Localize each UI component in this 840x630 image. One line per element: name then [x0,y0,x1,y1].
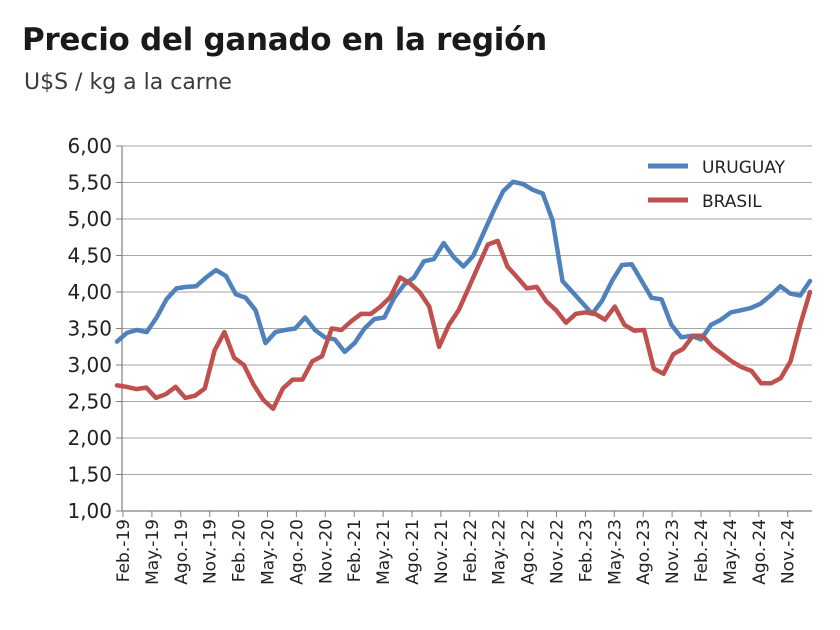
x-tick-label: Feb.-20 [230,519,250,582]
x-tick-label: Nov.-19 [201,519,221,584]
x-tick-label: Nov.-24 [779,519,799,584]
x-tick-label: Feb.-19 [114,519,134,582]
x-tick-label: Ago.-19 [172,519,192,585]
x-tick-label: May.-21 [374,519,394,585]
x-tick-label: Nov.-23 [663,519,683,584]
y-tick-label: 5,00 [67,207,112,231]
chart-subtitle: U$S / kg a la carne [24,70,232,95]
y-tick-label: 1,00 [67,499,112,523]
x-tick-label: Ago.-21 [403,519,423,585]
x-tick-label: Nov.-20 [316,519,336,584]
y-tick-label: 2,00 [67,426,112,450]
x-tick-label: Feb.-23 [576,519,596,582]
x-tick-label: May.-20 [259,519,279,585]
y-tick-label: 2,50 [67,390,112,414]
axes [116,145,812,517]
series-lines [114,179,813,412]
x-tick-label: Nov.-22 [548,519,568,584]
y-tick-label: 3,50 [67,317,112,341]
x-tick-label: Feb.-22 [461,519,481,582]
y-tick-label: 6,00 [67,134,112,158]
legend-label-uruguay: URUGUAY [702,158,786,178]
x-tick-label: Ago.-24 [750,519,770,585]
legend: URUGUAY BRASIL [648,158,786,212]
x-tick-label: Ago.-23 [634,519,654,585]
x-tick-label: May.-23 [605,519,625,585]
legend-label-brasil: BRASIL [702,192,762,212]
x-tick-label: May.-24 [721,519,741,585]
x-tick-label: May.-19 [143,519,163,585]
y-tick-label: 3,00 [67,353,112,377]
x-tick-label: May.-22 [490,519,510,585]
y-tick-label: 5,50 [67,171,112,195]
x-tick-label: Feb.-21 [345,519,365,582]
x-tick-label: Nov.-21 [432,519,452,584]
series-line-brasil [114,238,813,412]
y-tick-label: 1,50 [67,463,112,487]
y-tick-label: 4,50 [67,244,112,268]
x-tick-label: Ago.-20 [287,519,307,585]
chart-title: Precio del ganado en la región [22,22,547,58]
x-axis-ticks: Feb.-19 May.-19 Ago.-19 Nov.-19 Feb.-20 May.-… [114,519,799,585]
x-tick-label: Feb.-24 [692,519,712,582]
x-tick-label: Ago.-22 [519,519,539,585]
y-tick-label: 4,00 [67,280,112,304]
y-axis-ticks: 1,00 1,50 2,00 2,50 3,00 3,50 4,00 4,50 5,00 5,50… [67,134,112,523]
